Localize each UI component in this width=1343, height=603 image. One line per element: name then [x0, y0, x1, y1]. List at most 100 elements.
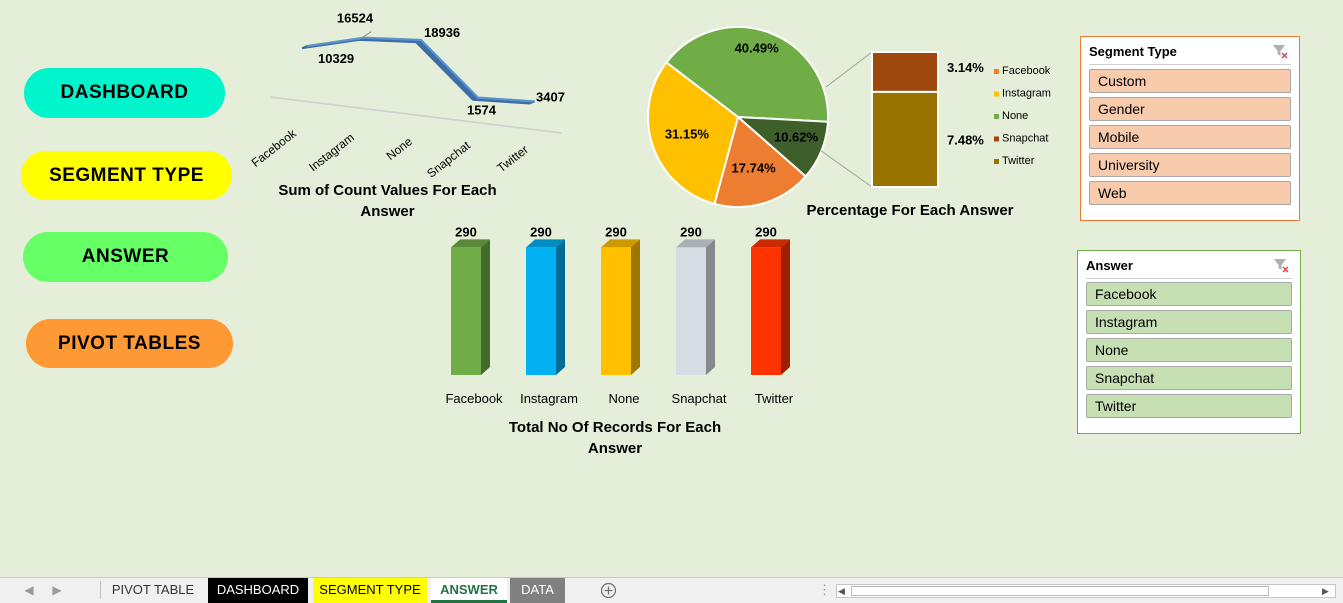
slicer-item-snapchat[interactable]: Snapchat: [1086, 366, 1292, 390]
bar-side-none: [631, 239, 640, 375]
legend-swatch-instagram: [994, 91, 999, 97]
bar-facebook[interactable]: [451, 247, 481, 375]
answer-slicer[interactable]: Answer Facebook Instagram None Snapchat …: [1077, 250, 1301, 434]
line-data-label-snapchat: 1574: [467, 103, 497, 118]
bar-category-label-snapchat: Snapchat: [672, 391, 727, 406]
line-category-label-instagram: Instagram: [306, 130, 357, 174]
bar-twitter[interactable]: [751, 247, 781, 375]
scroll-right-icon[interactable]: ▶: [52, 583, 62, 597]
line-chart[interactable]: 10329 16524 18936 1574 3407 Facebook Instagra…: [240, 5, 580, 190]
dashboard-button[interactable]: DASHBOARD: [24, 68, 225, 118]
answer-slicer-title: Answer: [1086, 258, 1133, 273]
line-data-label-instagram: 16524: [337, 11, 374, 26]
pie-data-label-4: 31.15%: [665, 126, 710, 141]
pie-secondary-bar-1[interactable]: [871, 51, 939, 93]
line-data-label-none: 18936: [424, 25, 460, 40]
line-category-label-twitter: Twitter: [494, 142, 530, 175]
answer-slicer-header: Answer: [1086, 257, 1292, 279]
line-chart-title-line1: Sum of Count Values For Each: [278, 182, 497, 199]
slicer-item-twitter[interactable]: Twitter: [1086, 394, 1292, 418]
bar-top-instagram: [526, 239, 565, 248]
line-series-shading: [305, 37, 535, 103]
legend-label-snapchat: Snapchat: [1002, 133, 1048, 145]
bar-chart-title-line2: Answer: [587, 440, 643, 457]
scrollbar-thumb[interactable]: [851, 586, 1269, 596]
pie-data-label-3: 17.74%: [732, 161, 777, 176]
bar-top-none: [601, 239, 640, 248]
bar-top-facebook: [451, 239, 490, 248]
clear-filter-icon[interactable]: [1271, 43, 1289, 59]
bar-data-label-twitter: 290: [755, 224, 777, 239]
segment-type-slicer-title: Segment Type: [1089, 44, 1177, 59]
bar-side-facebook: [481, 239, 490, 375]
tab-data[interactable]: DATA: [510, 578, 565, 603]
bar-data-label-snapchat: 290: [680, 224, 702, 239]
answer-button[interactable]: ANSWER: [23, 232, 228, 282]
line-series-shading: [304, 37, 534, 104]
sheet-tab-bar: ◀ ▶ PIVOT TABLE DASHBOARD SEGMENT TYPE A…: [0, 577, 1343, 603]
segment-type-slicer-header: Segment Type: [1089, 43, 1291, 65]
bar-top-snapchat: [676, 239, 715, 248]
bar-category-label-twitter: Twitter: [755, 391, 794, 406]
line-label-leader: [358, 31, 372, 41]
bar-category-label-facebook: Facebook: [445, 391, 503, 406]
slicer-item-gender[interactable]: Gender: [1089, 97, 1291, 121]
slicer-item-custom[interactable]: Custom: [1089, 69, 1291, 93]
pie-secondary-label-1: 3.14%: [947, 60, 984, 75]
segment-type-button[interactable]: SEGMENT TYPE: [21, 151, 232, 200]
line-series-shading: [301, 38, 531, 105]
pie-data-label-1: 40.49%: [735, 40, 780, 55]
bar-top-twitter: [751, 239, 790, 248]
bar-snapchat[interactable]: [676, 247, 706, 375]
slicer-item-none[interactable]: None: [1086, 338, 1292, 362]
tab-answer[interactable]: ANSWER: [431, 578, 507, 603]
legend-label-facebook: Facebook: [1002, 65, 1051, 77]
pie-slice-1[interactable]: [664, 26, 829, 123]
bar-none[interactable]: [601, 247, 631, 375]
tab-dashboard[interactable]: DASHBOARD: [208, 578, 308, 603]
legend-swatch-facebook: [994, 69, 999, 74]
line-category-label-none: None: [384, 134, 415, 163]
bar-side-twitter: [781, 239, 790, 375]
slicer-item-mobile[interactable]: Mobile: [1089, 125, 1291, 149]
legend-label-none: None: [1002, 110, 1028, 122]
bar-data-label-instagram: 290: [530, 224, 552, 239]
line-series-shading: [302, 38, 532, 105]
tab-pivot-table[interactable]: PIVOT TABLE: [111, 582, 195, 597]
slicer-item-instagram[interactable]: Instagram: [1086, 310, 1292, 334]
segment-type-slicer[interactable]: Segment Type Custom Gender Mobile Univer…: [1080, 36, 1300, 221]
bar-data-label-facebook: 290: [455, 224, 477, 239]
slicer-item-web[interactable]: Web: [1089, 181, 1291, 205]
horizontal-scrollbar[interactable]: ◀ ▶: [836, 584, 1336, 598]
slicer-item-facebook[interactable]: Facebook: [1086, 282, 1292, 306]
slicer-item-university[interactable]: University: [1089, 153, 1291, 177]
tab-divider: [100, 581, 101, 599]
pie-chart[interactable]: 40.49% 10.62% 17.74% 31.15% 3.14% 7.48% Faceb…: [640, 25, 1070, 215]
pie-data-label-2: 10.62%: [774, 129, 819, 144]
legend-label-instagram: Instagram: [1002, 88, 1051, 100]
bar-category-label-instagram: Instagram: [520, 391, 578, 406]
line-chart-axis: [269, 96, 563, 134]
legend-swatch-twitter: [994, 159, 999, 164]
add-sheet-icon[interactable]: [600, 582, 617, 599]
pie-secondary-bar-2[interactable]: [871, 90, 939, 188]
scrollbar-right-arrow-icon[interactable]: ▶: [1322, 586, 1329, 596]
bar-chart[interactable]: 290 Facebook 290 Instagram 290 None 290 Snapcha…: [420, 215, 820, 415]
tab-segment-type[interactable]: SEGMENT TYPE: [313, 578, 427, 603]
clear-filter-icon[interactable]: [1272, 257, 1290, 273]
bar-side-instagram: [556, 239, 565, 375]
pivot-tables-button[interactable]: PIVOT TABLES: [26, 319, 233, 368]
dashboard-canvas: DASHBOARD SEGMENT TYPE ANSWER PIVOT TABL…: [21, 5, 1301, 457]
bar-category-label-none: None: [608, 391, 639, 406]
pie-secondary-label-2: 7.48%: [947, 132, 984, 147]
pie-slice-3[interactable]: [713, 115, 808, 208]
line-data-label-twitter: 3407: [536, 89, 565, 104]
split-handle-icon[interactable]: ⋮: [818, 582, 831, 597]
line-chart-title-line2: Answer: [360, 203, 415, 220]
pie-slice-4[interactable]: [647, 61, 740, 206]
scrollbar-left-arrow-icon[interactable]: ◀: [838, 586, 845, 596]
bar-instagram[interactable]: [526, 247, 556, 375]
line-series-count: [306, 36, 536, 103]
legend-swatch-snapchat: [994, 136, 999, 142]
scroll-left-icon[interactable]: ◀: [24, 583, 34, 597]
